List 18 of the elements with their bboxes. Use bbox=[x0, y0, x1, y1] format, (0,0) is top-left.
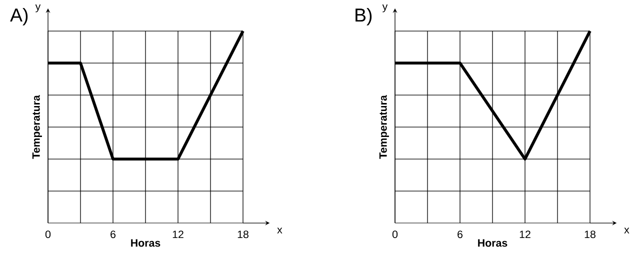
text: x bbox=[624, 228, 630, 234]
y-axis-title: Temperatura bbox=[379, 95, 389, 159]
x-tick-label: 18 bbox=[584, 230, 596, 238]
x-tick-label: 6 bbox=[458, 230, 462, 238]
x-tick-label: 12 bbox=[172, 230, 184, 238]
x-tick-label: 6 bbox=[110, 230, 116, 238]
x-axis-title: Horas bbox=[131, 239, 160, 247]
text: y bbox=[382, 4, 388, 12]
chart-title: B) bbox=[356, 8, 372, 26]
x-tick-label: 12 bbox=[520, 230, 530, 238]
chart-title: A) bbox=[10, 8, 28, 26]
text: y bbox=[35, 4, 41, 12]
x-tick-label: 18 bbox=[238, 230, 248, 238]
x-tick-label: 0 bbox=[45, 230, 51, 238]
x-tick-label: 0 bbox=[392, 230, 398, 238]
y-axis-title: Temperatura bbox=[32, 95, 42, 159]
x-axis-title: Horas bbox=[478, 239, 508, 247]
text: x bbox=[277, 228, 282, 234]
